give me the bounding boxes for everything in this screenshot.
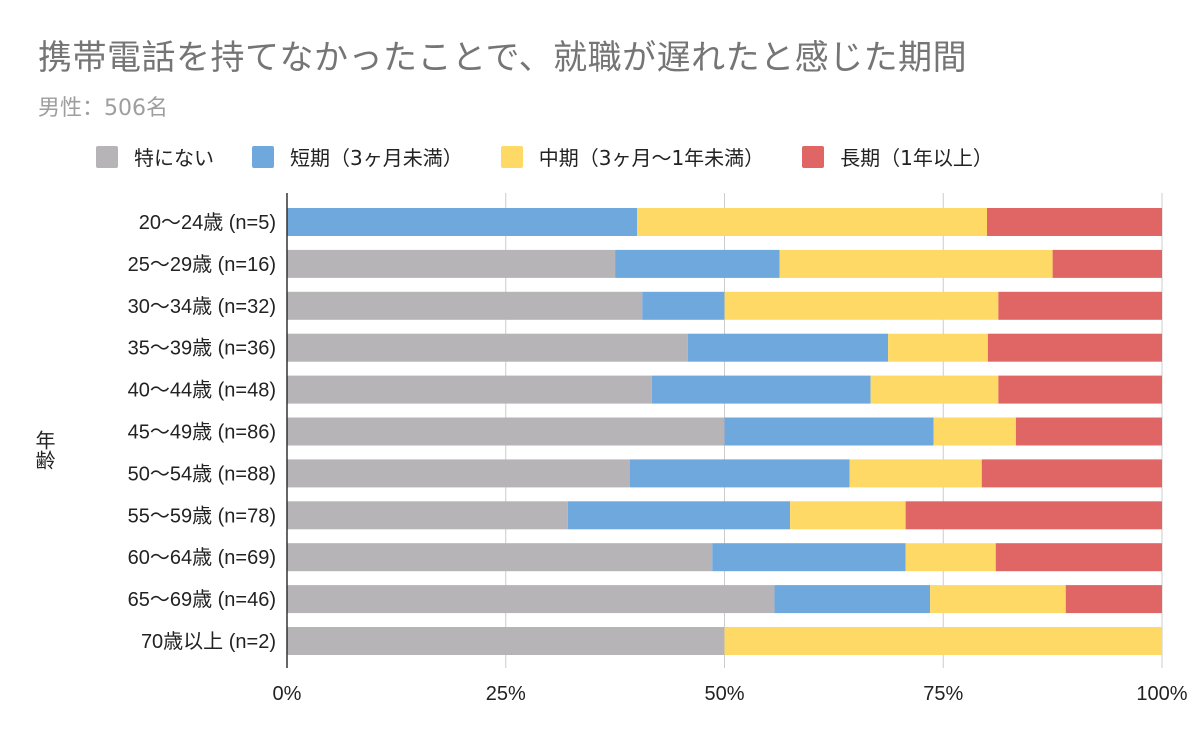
bar-segment <box>567 501 791 530</box>
x-tick-label: 100% <box>1136 683 1187 705</box>
legend-item-none[interactable]: 特にない <box>96 142 214 171</box>
bar-segment <box>998 291 1162 320</box>
y-tick-label: 35〜39歳 (n=36) <box>128 337 276 360</box>
bar-segment <box>981 459 1162 488</box>
bar-segment <box>987 208 1162 236</box>
y-tick-label: 20〜24歳 (n=5) <box>139 211 276 234</box>
bar-segment <box>287 291 643 320</box>
bar-segment <box>790 501 906 530</box>
y-tick-label: 30〜34歳 (n=32) <box>128 295 276 318</box>
chart-subtitle: 男性：506名 <box>38 96 168 121</box>
x-tick-label: 0% <box>273 683 302 705</box>
legend-item-short[interactable]: 短期（3ヶ月未満） <box>252 142 463 171</box>
x-tick-label: 50% <box>704 683 744 705</box>
bar-segment <box>287 459 630 488</box>
bar-segment <box>849 459 982 488</box>
y-tick-label: 25〜29歳 (n=16) <box>128 253 276 276</box>
bar-segment <box>905 543 996 572</box>
y-tick-label: 65〜69歳 (n=46) <box>128 588 276 611</box>
bar-segment <box>287 627 725 655</box>
bar-segment <box>1052 249 1162 278</box>
legend-item-long[interactable]: 長期（1年以上） <box>802 142 993 171</box>
bar-segment <box>287 249 616 278</box>
bar-segment <box>998 375 1162 404</box>
bar-segment <box>287 333 688 362</box>
legend-swatch <box>500 145 523 168</box>
bar-segment <box>687 333 889 362</box>
bar-segment <box>287 501 568 530</box>
y-tick-label: 50〜54歳 (n=88) <box>128 462 276 485</box>
bar-segment <box>651 375 871 404</box>
x-tick-label: 75% <box>923 683 963 705</box>
bar-segment <box>630 459 850 488</box>
bar-segment <box>888 333 988 362</box>
bar-segment <box>287 417 725 446</box>
bar-segment <box>1015 417 1162 446</box>
bar-segment <box>642 291 725 320</box>
bar-segment <box>724 291 999 320</box>
bar-segment <box>724 417 934 446</box>
legend: 特にない 短期（3ヶ月未満） 中期（3ヶ月〜1年未満） 長期（1年以上） <box>96 142 1031 171</box>
bar-segment <box>774 585 931 614</box>
bar-segment <box>287 585 775 614</box>
legend-swatch <box>96 145 118 168</box>
legend-label: 短期（3ヶ月未満） <box>290 146 463 170</box>
bar-segment <box>779 249 1053 278</box>
legend-swatch <box>252 145 274 168</box>
y-tick-label: 40〜44歳 (n=48) <box>128 379 276 402</box>
bar-segment <box>724 627 1162 655</box>
bar-segment <box>995 543 1162 572</box>
bar-segment <box>933 417 1016 446</box>
legend-label: 中期（3ヶ月〜1年未満） <box>538 146 765 170</box>
bar-segment <box>870 375 999 404</box>
bar-segment <box>287 208 637 236</box>
chart-title: 携帯電話を持てなかったことで、就職が遅れたと感じた期間 <box>38 38 968 78</box>
y-tick-label: 60〜64歳 (n=69) <box>128 546 276 569</box>
legend-swatch <box>802 145 825 168</box>
bar-segment <box>615 249 780 278</box>
bar-segment <box>287 543 713 572</box>
bar-segment <box>1065 585 1162 614</box>
y-tick-label: 45〜49歳 (n=86) <box>128 421 276 444</box>
y-tick-label: 55〜59歳 (n=78) <box>128 504 276 527</box>
y-axis-title: 年齢 <box>32 430 56 470</box>
bar-segment <box>930 585 1066 614</box>
bar-segment <box>987 333 1162 362</box>
y-tick-label: 70歳以上 (n=2) <box>141 630 276 653</box>
bar-segment <box>637 208 987 236</box>
legend-label: 特にない <box>134 146 214 170</box>
bar-segment <box>712 543 906 572</box>
bar-segment <box>905 501 1162 530</box>
legend-item-mid[interactable]: 中期（3ヶ月〜1年未満） <box>500 142 765 171</box>
bar-segment <box>287 375 652 404</box>
legend-label: 長期（1年以上） <box>840 146 993 170</box>
x-tick-label: 25% <box>486 683 526 705</box>
